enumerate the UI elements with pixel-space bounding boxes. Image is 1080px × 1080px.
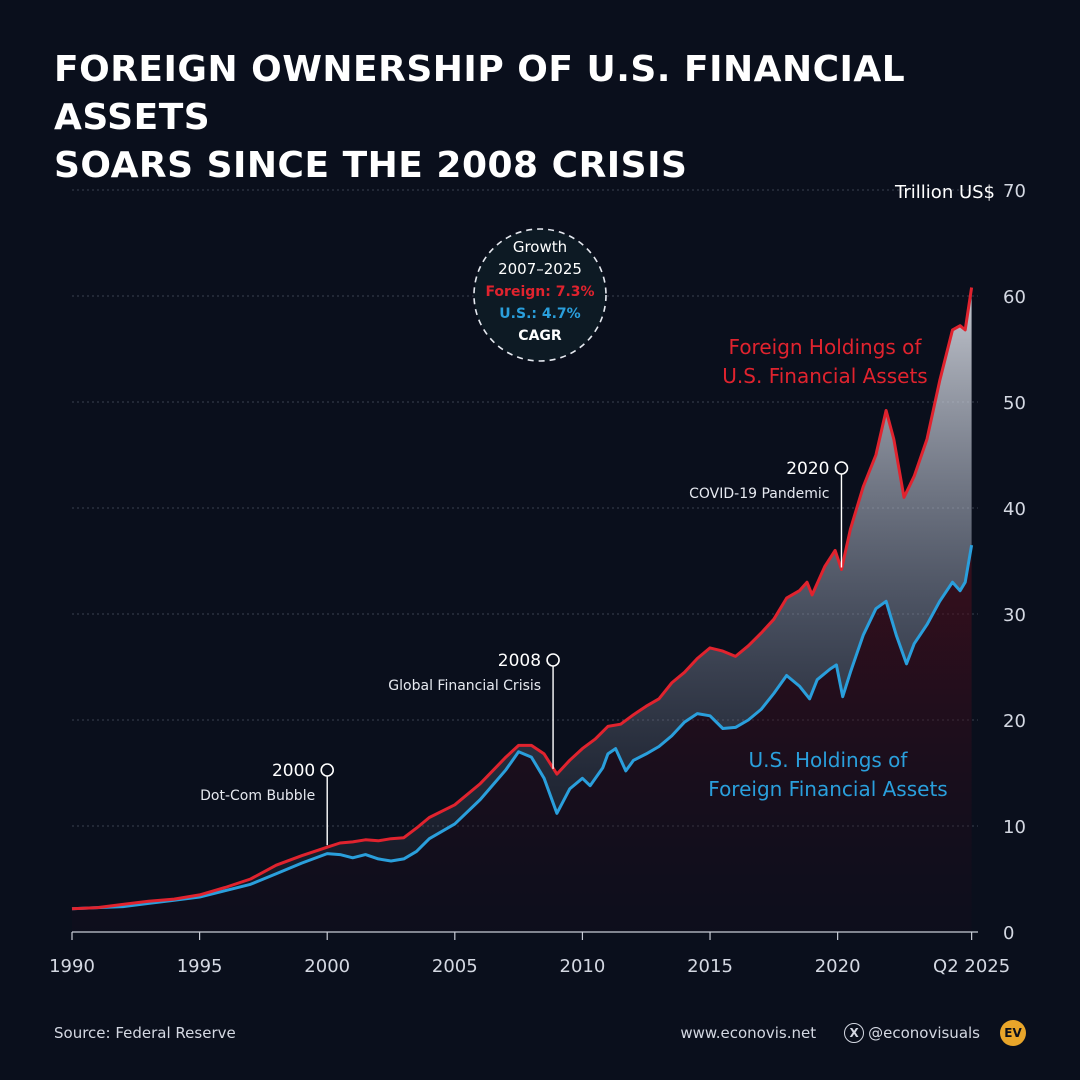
website-link[interactable]: www.econovis.net: [680, 1024, 817, 1042]
annotation-year: 2000: [272, 761, 315, 781]
y-tick-label: 20: [1003, 711, 1026, 732]
annotation-year: 2020: [786, 459, 829, 479]
growth-foreign: Foreign: 7.3%: [485, 284, 594, 300]
foreign-series-label-2: U.S. Financial Assets: [722, 364, 927, 388]
y-axis-unit: Trillion US$: [894, 182, 995, 203]
annotation-marker: [546, 653, 560, 667]
y-tick-label: 50: [1003, 393, 1026, 414]
x-tick-label: 2020: [815, 956, 861, 977]
y-tick-label: 60: [1003, 287, 1026, 308]
axis-labels: 0 10 20 30 40 50 60 70 1990 1995 2000 2005 2010 2015 2…: [49, 181, 1026, 977]
area-layer: [72, 287, 972, 932]
growth-callout: Growth 2007–2025 Foreign: 7.3% U.S.: 4.7…: [473, 228, 607, 362]
chart-title: FOREIGN OWNERSHIP OF U.S. FINANCIAL ASSE…: [54, 46, 1034, 190]
x-tick-label: 2010: [560, 956, 606, 977]
annotation-event: COVID-19 Pandemic: [689, 486, 829, 502]
annotations: 2000 Dot-Com Bubble 2008 Global Financial C…: [200, 459, 849, 846]
x-tick-label: Q2 2025: [933, 956, 1010, 977]
x-logo-icon: X: [844, 1023, 865, 1043]
annotation-year: 2008: [498, 651, 541, 671]
y-tick-label: 30: [1003, 605, 1026, 626]
us-series-label-1: U.S. Holdings of: [749, 748, 909, 772]
y-tick-label: 40: [1003, 499, 1026, 520]
title-line-1: FOREIGN OWNERSHIP OF U.S. FINANCIAL ASSE…: [54, 49, 906, 138]
source-note: Source: Federal Reserve: [54, 1024, 236, 1042]
growth-line-5: CAGR: [518, 328, 562, 344]
growth-line-2: 2007–2025: [498, 260, 582, 278]
y-tick-label: 70: [1003, 181, 1026, 202]
x-tick-label: 2000: [304, 956, 350, 977]
x-tick-label: 1990: [49, 956, 95, 977]
y-tick-label: 10: [1003, 817, 1026, 838]
gap-area-fill: [72, 287, 972, 909]
growth-us: U.S.: 4.7%: [499, 306, 580, 322]
footer-branding: www.econovis.net X @econovisuals EV: [680, 1020, 1026, 1046]
foreign-series-label-1: Foreign Holdings of: [729, 335, 923, 359]
annotation-marker: [320, 763, 335, 777]
annotation-event: Global Financial Crisis: [388, 678, 541, 694]
social-handle-group[interactable]: X @econovisuals: [844, 1023, 980, 1043]
us-area-fill: [72, 545, 972, 932]
line-chart: 0 10 20 30 40 50 60 70 1990 1995 2000 2005 2010 2015 2…: [49, 181, 1026, 977]
econovis-logo-icon: EV: [1000, 1020, 1026, 1046]
x-tick-label: 2005: [432, 956, 478, 977]
foreign-holdings-line: [71, 287, 974, 911]
x-tick-label: 1995: [177, 956, 223, 977]
annotation-marker: [834, 461, 849, 475]
us-series-label-2: Foreign Financial Assets: [708, 777, 947, 801]
social-handle: @econovisuals: [868, 1024, 980, 1042]
y-tick-label: 0: [1003, 923, 1014, 944]
us-holdings-line: [71, 544, 974, 911]
title-line-2: SOARS SINCE THE 2008 CRISIS: [54, 145, 688, 186]
x-tick-label: 2015: [687, 956, 733, 977]
growth-circle: [473, 228, 607, 362]
annotation-event: Dot-Com Bubble: [200, 788, 315, 804]
growth-line-1: Growth: [513, 238, 567, 256]
series-lines: [71, 287, 974, 911]
